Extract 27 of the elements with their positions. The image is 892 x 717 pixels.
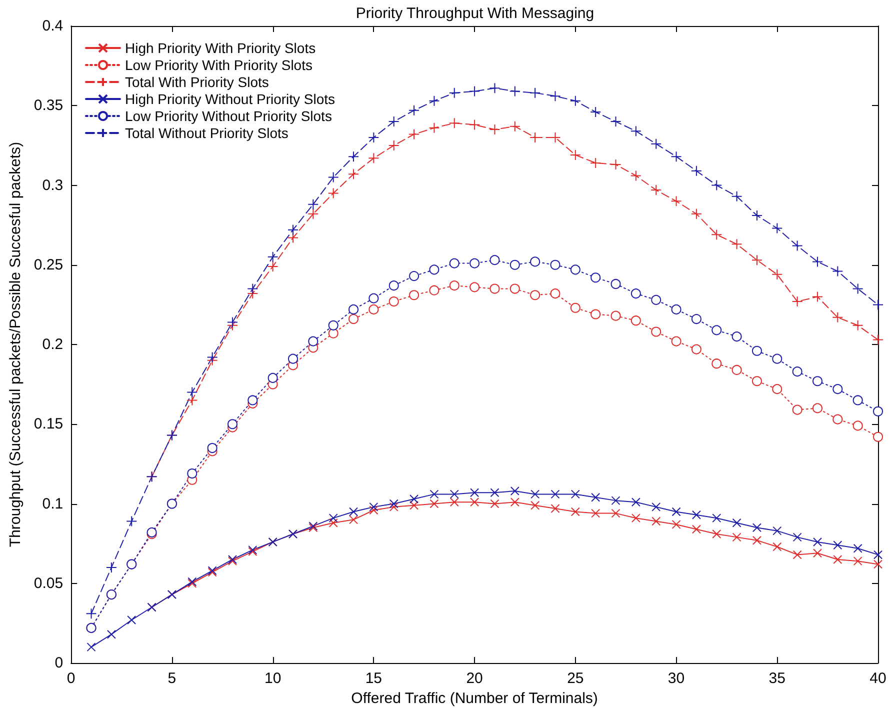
y-tick-label: 0.4 [42, 18, 64, 34]
y-axis-title: Throughput (Successful packets/Possible Succesful packets) [7, 142, 24, 548]
x-tick-label: 40 [870, 670, 886, 687]
x-tick-label: 0 [66, 670, 76, 687]
y-tick-label: 0.1 [42, 495, 64, 512]
legend-label: Low Priority Without Priority Slots [125, 108, 332, 124]
y-tick-label: 0.3 [42, 176, 64, 194]
legend-label: High Priority Without Priority Slots [125, 91, 336, 107]
legend-label: Total Without Priority Slots [125, 125, 288, 141]
y-tick-label: 0.05 [34, 574, 64, 592]
y-tick-label: 0.2 [42, 336, 64, 353]
legend-label: High Priority With Priority Slots [125, 40, 316, 56]
x-tick-label: 25 [567, 670, 584, 687]
x-tick-label: 35 [768, 670, 786, 687]
x-tick-label: 5 [168, 670, 176, 687]
legend-label: Total With Priority Slots [125, 74, 269, 90]
legend-label: Low Priority With Priority Slots [125, 57, 312, 73]
x-tick-label: 30 [668, 670, 685, 687]
x-tick-label: 20 [466, 670, 483, 687]
y-tick-label: 0.15 [34, 416, 64, 433]
x-axis-title: Offered Traffic (Number of Terminals) [351, 690, 598, 707]
chart-title: Priority Throughput With Messaging [356, 5, 594, 22]
x-tick-label: 15 [365, 670, 382, 687]
y-tick-label: 0 [54, 654, 64, 672]
y-tick-label: 0.25 [34, 256, 64, 274]
x-tick-label: 10 [264, 670, 282, 687]
y-tick-label: 0.35 [34, 97, 64, 114]
